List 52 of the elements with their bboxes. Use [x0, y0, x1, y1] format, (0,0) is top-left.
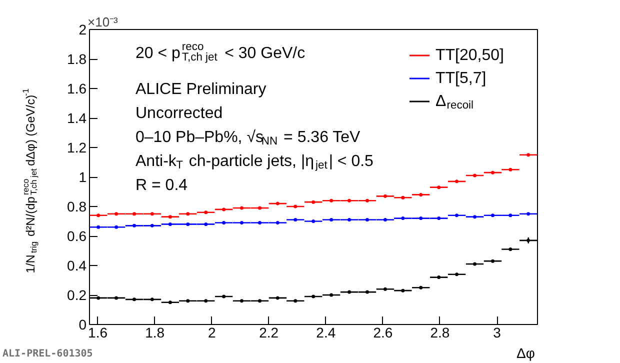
- point: [204, 222, 208, 226]
- y-tick-label: 1.4: [67, 110, 87, 126]
- point: [526, 212, 530, 216]
- point: [383, 218, 387, 222]
- y-tick-label: 1: [78, 169, 87, 185]
- legend-label: TT[20,50]: [436, 47, 504, 64]
- text: 1/Ntrig d²N/(dpT,ch jetrecodΔφ) (GeV/c)-1: [20, 88, 38, 274]
- y-tick-label: 0.2: [67, 287, 87, 303]
- annotation: Uncorrected: [136, 105, 223, 122]
- point: [348, 218, 352, 222]
- point: [437, 216, 441, 220]
- point: [330, 218, 334, 222]
- point: [168, 222, 172, 226]
- y-tick-label: 0: [78, 316, 87, 332]
- y-tick-label: 0.4: [67, 258, 87, 274]
- point: [276, 220, 280, 224]
- point: [132, 224, 136, 228]
- x-axis-title: Δφ: [516, 345, 535, 361]
- point: [312, 220, 316, 223]
- point: [401, 216, 405, 220]
- x-tick-label: 2.2: [259, 324, 279, 340]
- y-tick-label: 1.6: [67, 80, 87, 96]
- y-tick-label: 2: [78, 22, 87, 38]
- point: [419, 216, 423, 220]
- annotation: ALICE Preliminary: [136, 81, 266, 98]
- point: [294, 218, 298, 222]
- point: [473, 215, 477, 219]
- point: [508, 214, 512, 218]
- text: ALI-PREL-601305: [2, 348, 93, 360]
- point: [114, 225, 118, 229]
- point: [240, 220, 244, 224]
- point: [150, 224, 154, 228]
- y-tick-label: 1.2: [67, 140, 87, 156]
- annotation: R = 0.4: [136, 177, 188, 194]
- y-tick-label: 0.8: [67, 198, 87, 214]
- point: [455, 214, 459, 218]
- legend-label: TT[5,7]: [436, 70, 486, 87]
- point: [222, 220, 226, 224]
- x-tick-label: 2.8: [430, 324, 450, 340]
- point: [490, 214, 494, 218]
- point: [366, 218, 370, 222]
- y-tick-label: 0.6: [67, 228, 87, 244]
- x-tick-label: 2.4: [316, 324, 336, 340]
- point: [186, 222, 190, 226]
- point: [96, 225, 100, 229]
- x-tick-label: 3: [493, 324, 502, 340]
- x-tick-label: 1.8: [145, 324, 165, 340]
- point: [258, 220, 262, 224]
- x-tick-label: 2.6: [373, 324, 393, 340]
- x-tick-label: 2: [208, 324, 216, 340]
- text: ×10⁻³: [88, 14, 119, 30]
- y-tick-label: 1.8: [67, 51, 87, 67]
